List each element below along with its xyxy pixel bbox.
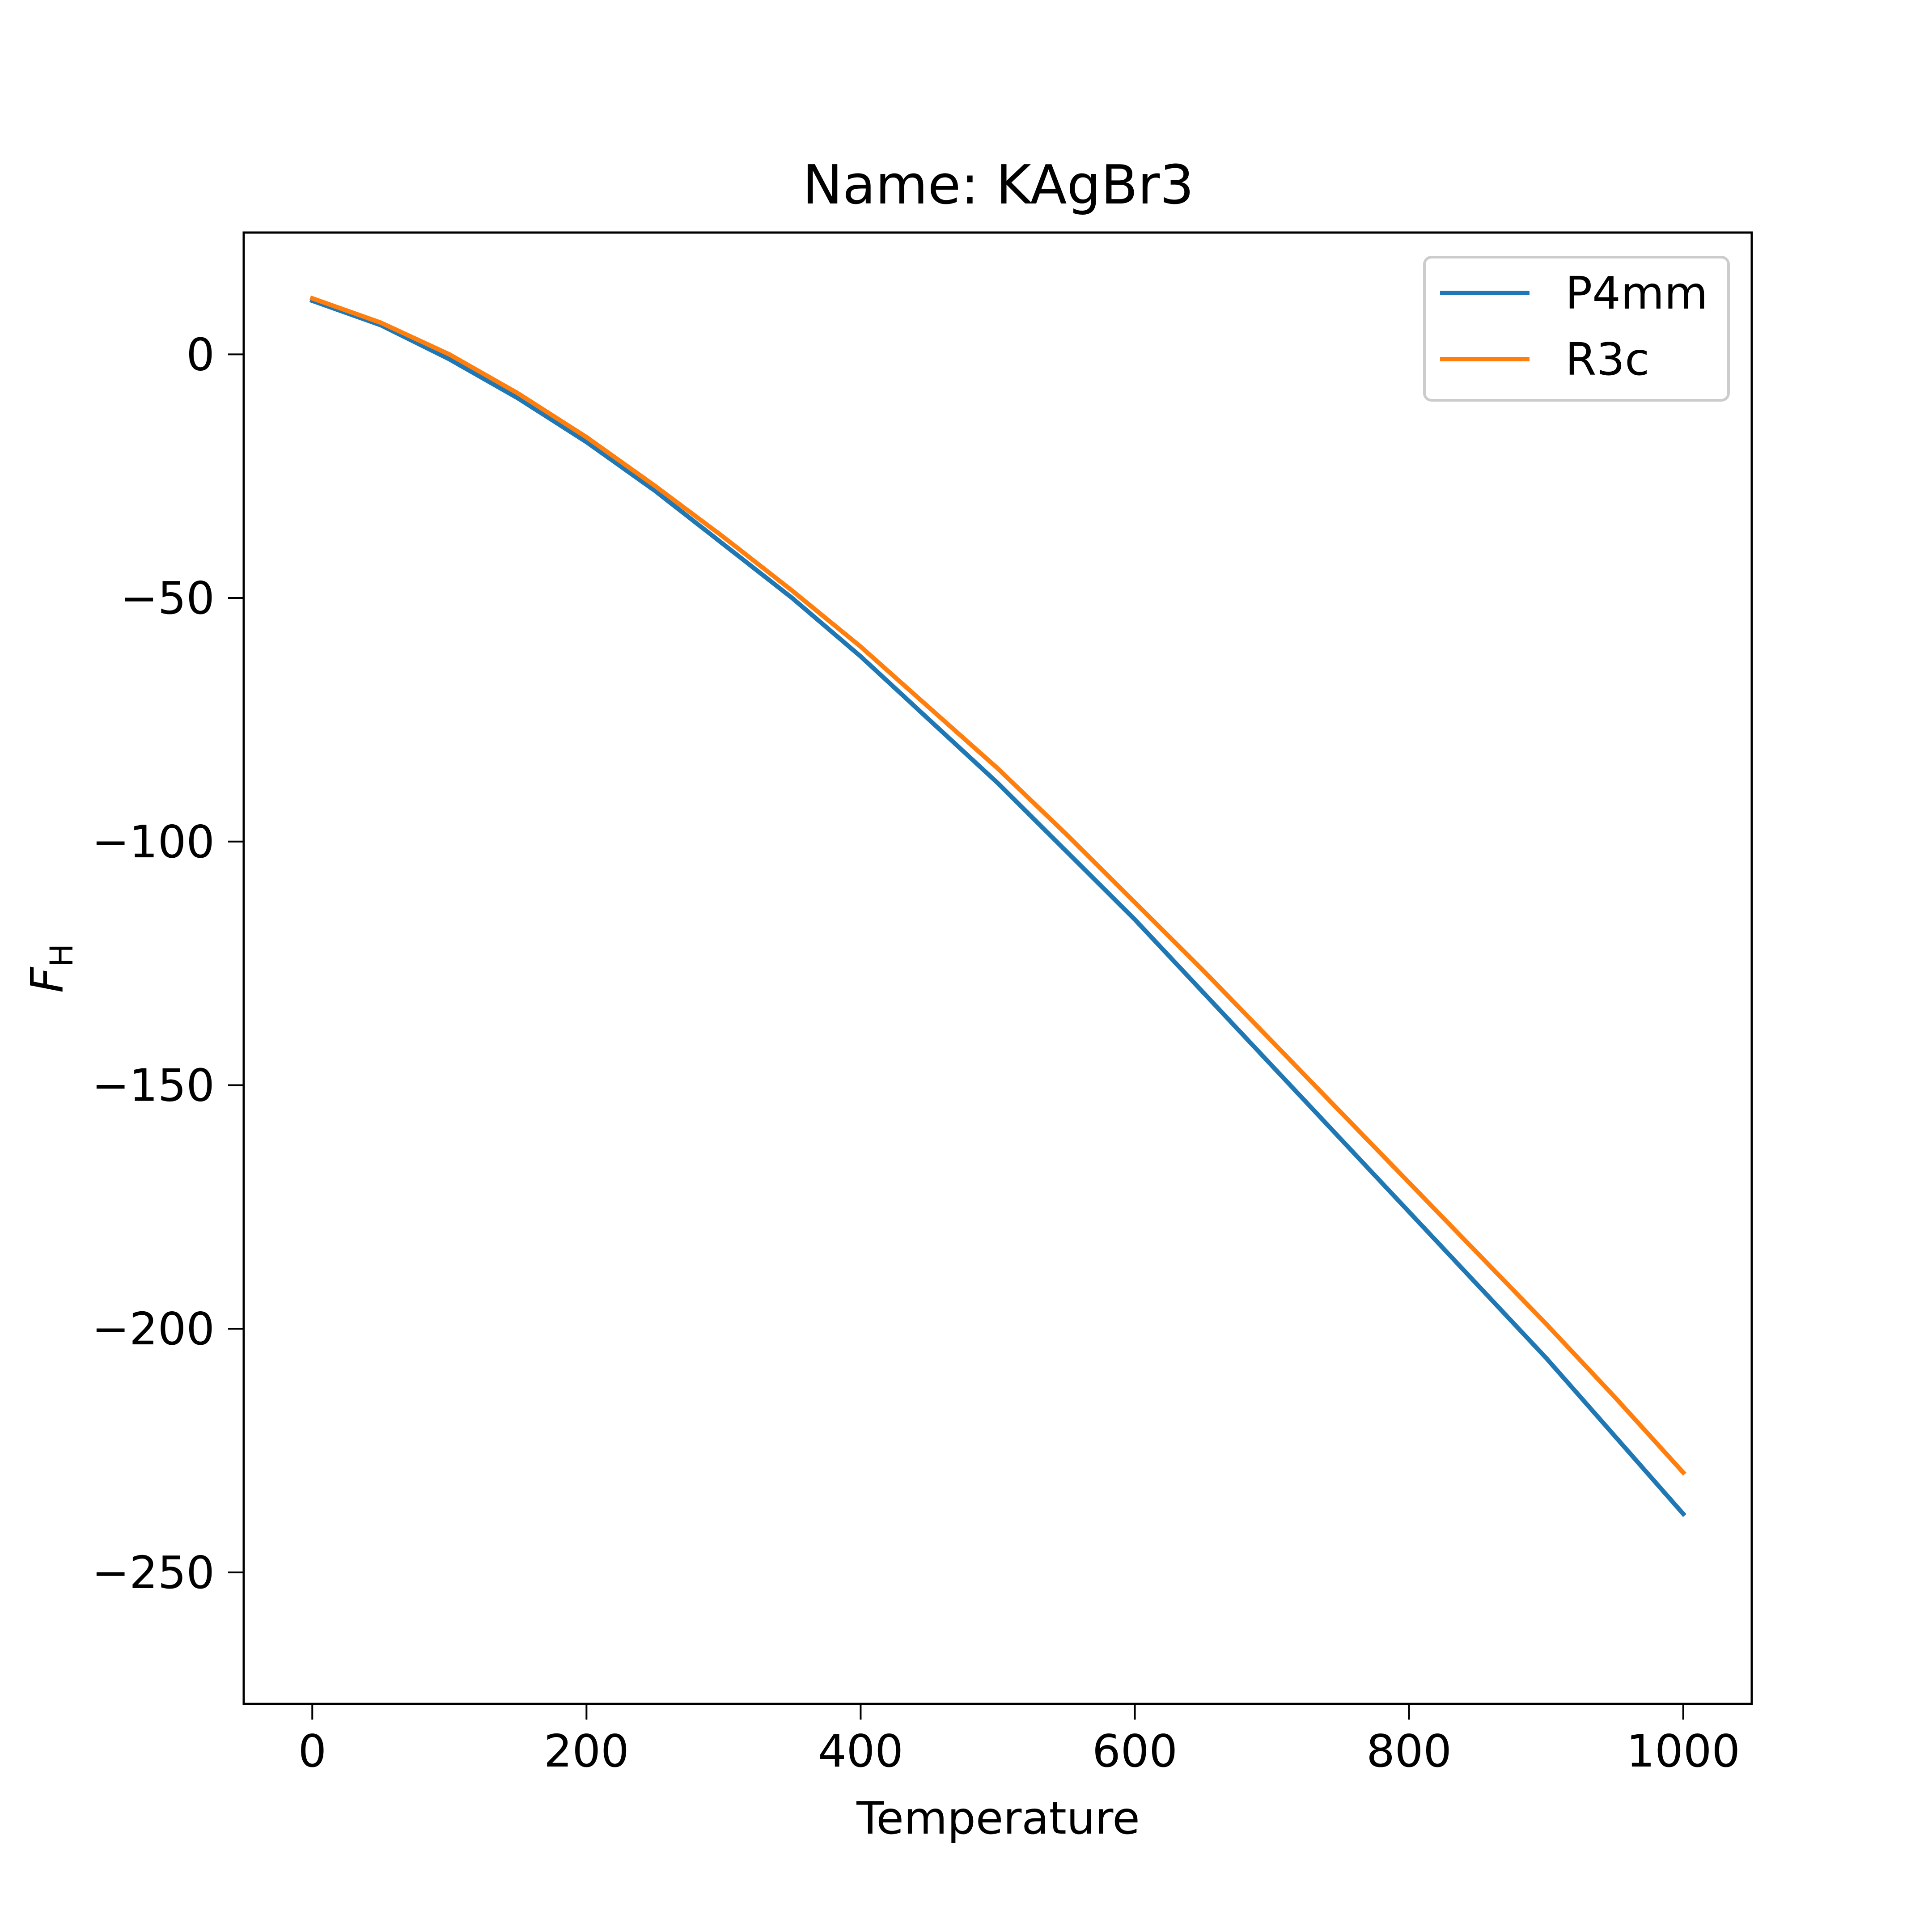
series-line-p4mm (309, 298, 1686, 1517)
legend: P4mm R3c (1423, 256, 1730, 402)
legend-label-p4mm: P4mm (1565, 267, 1708, 319)
y-tick-label: −50 (120, 572, 215, 624)
y-axis-label-subscript: H (43, 944, 80, 967)
x-tick-label: 600 (1092, 1725, 1178, 1777)
series-layer (309, 295, 1686, 1517)
y-axis-label-main: F (21, 966, 73, 993)
y-tick-label: −100 (92, 816, 215, 868)
y-tick-label: −200 (92, 1303, 215, 1355)
y-tick-label: −150 (92, 1059, 215, 1111)
y-axis-label: FH (21, 944, 80, 993)
y-axis: 0 −50 −100 −150 −200 −250 (92, 328, 244, 1599)
x-tick-label: 400 (818, 1725, 903, 1777)
legend-label-r3c: R3c (1565, 333, 1649, 386)
y-tick-label: 0 (186, 328, 215, 381)
x-tick-label: 200 (544, 1725, 629, 1777)
x-axis-label: Temperature (856, 1792, 1140, 1844)
x-tick-label: 0 (298, 1725, 326, 1777)
x-axis: 0 200 400 600 800 1000 (298, 1704, 1740, 1777)
plot-frame (242, 231, 1753, 1705)
chart-title: Name: KAgBr3 (802, 154, 1194, 216)
series-line-r3c (309, 295, 1686, 1476)
x-tick-label: 1000 (1626, 1725, 1740, 1777)
x-tick-label: 800 (1366, 1725, 1452, 1777)
y-tick-label: −250 (92, 1546, 215, 1599)
